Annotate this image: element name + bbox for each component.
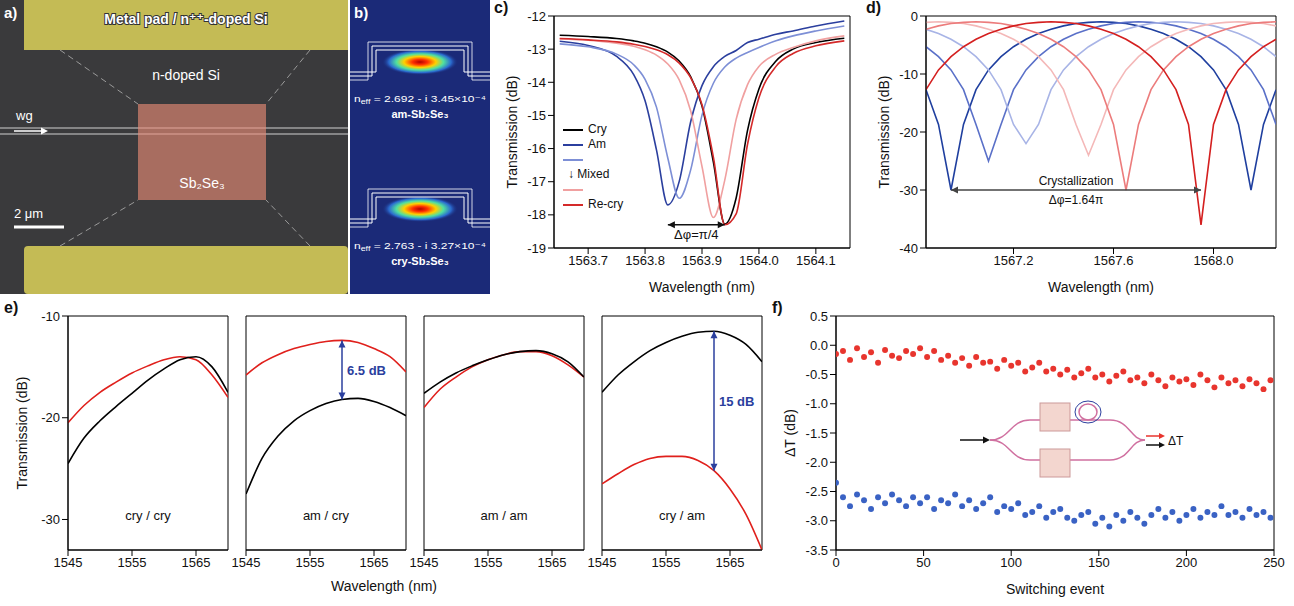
svg-text:0: 0 — [911, 9, 918, 24]
svg-text:50: 50 — [916, 555, 930, 570]
svg-text:Wavelength (nm): Wavelength (nm) — [649, 279, 755, 295]
html-text:Wavelength (nm): Wavelength (nm) — [331, 578, 437, 594]
html-text:am / cry: am / cry — [302, 508, 350, 523]
svg-text:1555: 1555 — [652, 555, 681, 570]
svg-text:200: 200 — [1176, 555, 1198, 570]
svg-text:250: 250 — [1263, 555, 1285, 570]
svg-text:-20: -20 — [41, 410, 60, 425]
html-text:cry / cry: cry / cry — [125, 508, 171, 523]
svg-text:-3.5: -3.5 — [806, 543, 828, 558]
svg-text:neff = 2.763 - i 3.27×10⁻⁴: neff = 2.763 - i 3.27×10⁻⁴ — [354, 240, 486, 252]
html-text:d): d) — [866, 0, 882, 16]
svg-text:1564.0: 1564.0 — [739, 253, 779, 268]
svg-text:1565: 1565 — [360, 555, 389, 570]
svg-text:150: 150 — [1088, 555, 1110, 570]
svg-text:Crystallization: Crystallization — [1039, 174, 1114, 188]
html-text:e): e) — [4, 299, 19, 316]
html-text:Am: Am — [588, 137, 606, 151]
svg-text:-20: -20 — [899, 125, 918, 140]
svg-text:-17: -17 — [527, 174, 546, 189]
svg-text:-15: -15 — [527, 108, 546, 123]
svg-text:1565: 1565 — [716, 555, 745, 570]
html-text:↓ Mixed: ↓ Mixed — [568, 167, 610, 181]
svg-text:1555: 1555 — [474, 555, 503, 570]
svg-text:Δφ=1.64π: Δφ=1.64π — [1049, 193, 1103, 207]
svg-text:neff = 2.692 - i 3.45×10⁻⁴: neff = 2.692 - i 3.45×10⁻⁴ — [354, 93, 486, 105]
svg-text:Wavelength (nm): Wavelength (nm) — [1048, 279, 1154, 295]
svg-text:Transmission (dB): Transmission (dB) — [876, 75, 892, 188]
svg-text:-10: -10 — [899, 67, 918, 82]
svg-text:Transmission (dB): Transmission (dB) — [14, 376, 30, 489]
html-text:am / am: am / am — [480, 508, 528, 523]
svg-text:-14: -14 — [527, 75, 546, 90]
svg-text:Switching event: Switching event — [1006, 581, 1104, 597]
svg-text:-0.5: -0.5 — [806, 367, 828, 382]
svg-text:1545: 1545 — [410, 555, 439, 570]
svg-text:1555: 1555 — [296, 555, 325, 570]
svg-text:n-doped Si: n-doped Si — [152, 67, 220, 83]
svg-text:-30: -30 — [899, 183, 918, 198]
html-text:c): c) — [494, 0, 509, 16]
svg-text:-12: -12 — [527, 9, 546, 24]
svg-text:1555: 1555 — [118, 555, 147, 570]
svg-text:-13: -13 — [527, 42, 546, 57]
svg-text:cry-Sb₂Se₃: cry-Sb₂Se₃ — [391, 255, 449, 267]
svg-text:-2.0: -2.0 — [806, 455, 828, 470]
svg-text:1563.8: 1563.8 — [625, 253, 665, 268]
svg-text:2 μm: 2 μm — [14, 206, 43, 221]
html-text:Cry: Cry — [588, 122, 607, 136]
svg-text:0.0: 0.0 — [810, 338, 828, 353]
svg-text:ΔT: ΔT — [1168, 434, 1184, 448]
svg-text:1568.0: 1568.0 — [1194, 253, 1234, 268]
svg-text:1564.1: 1564.1 — [796, 253, 836, 268]
svg-text:-19: -19 — [527, 241, 546, 256]
svg-text:1545: 1545 — [588, 555, 617, 570]
svg-text:-3.0: -3.0 — [806, 513, 828, 528]
svg-text:1563.7: 1563.7 — [568, 253, 608, 268]
svg-text:Δφ=π/4: Δφ=π/4 — [674, 227, 719, 242]
svg-text:-1.0: -1.0 — [806, 396, 828, 411]
svg-text:-2.5: -2.5 — [806, 484, 828, 499]
svg-text:1567.2: 1567.2 — [994, 253, 1034, 268]
svg-text:b): b) — [354, 4, 368, 21]
svg-text:-1.5: -1.5 — [806, 426, 828, 441]
svg-text:1567.6: 1567.6 — [1094, 253, 1134, 268]
svg-text:100: 100 — [1000, 555, 1022, 570]
svg-text:wg: wg — [15, 108, 33, 123]
svg-text:1545: 1545 — [54, 555, 83, 570]
html-text:f): f) — [772, 299, 783, 316]
svg-text:-16: -16 — [527, 141, 546, 156]
svg-text:0: 0 — [832, 555, 839, 570]
svg-text:Sb₂Se₃: Sb₂Se₃ — [179, 175, 224, 191]
svg-text:ΔT (dB): ΔT (dB) — [782, 409, 798, 457]
html-text:Re-cry: Re-cry — [588, 197, 624, 211]
svg-text:6.5 dB: 6.5 dB — [347, 363, 386, 378]
html-text:cry / am: cry / am — [658, 508, 706, 523]
svg-text:Metal pad / n⁺⁺-doped Si: Metal pad / n⁺⁺-doped Si — [104, 11, 267, 27]
svg-text:1565: 1565 — [538, 555, 567, 570]
svg-text:a): a) — [4, 4, 17, 21]
svg-text:-40: -40 — [899, 241, 918, 256]
svg-text:1565: 1565 — [182, 555, 211, 570]
svg-text:-10: -10 — [41, 309, 60, 324]
svg-text:1545: 1545 — [232, 555, 261, 570]
svg-text:-30: -30 — [41, 512, 60, 527]
svg-text:Transmission (dB): Transmission (dB) — [504, 75, 520, 188]
svg-text:am-Sb₂Se₃: am-Sb₂Se₃ — [391, 108, 448, 120]
svg-text:15 dB: 15 dB — [719, 394, 754, 409]
svg-text:1563.9: 1563.9 — [682, 253, 722, 268]
svg-text:0.5: 0.5 — [810, 309, 828, 324]
svg-text:-18: -18 — [527, 207, 546, 222]
